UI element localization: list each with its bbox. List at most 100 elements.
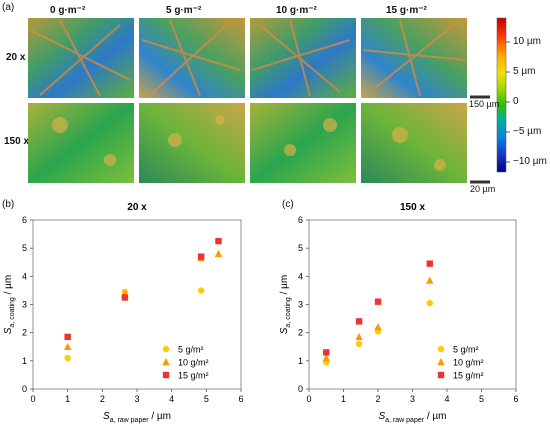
data-point-1-3 xyxy=(214,249,223,257)
legend-label-1: 10 g/m² xyxy=(178,358,209,368)
y-tick-label: 1 xyxy=(298,356,303,366)
data-point-1-0 xyxy=(63,342,72,350)
x-tick-label: 6 xyxy=(513,394,518,404)
colorbar xyxy=(496,17,507,173)
x-tick-label: 2 xyxy=(375,394,380,404)
x-axis-label: Sa, raw paper / µm xyxy=(103,411,171,424)
legend-marker-2 xyxy=(162,371,170,379)
data-point-1-0 xyxy=(322,354,330,362)
particle-texture-row2 xyxy=(52,115,446,171)
fibre-texture-row1 xyxy=(29,19,466,97)
y-axis-label-sub: a, coating xyxy=(285,297,292,327)
x-axis-label-sub: a, raw paper xyxy=(110,417,150,424)
data-point-0-1 xyxy=(355,340,363,348)
surface-image-grid xyxy=(28,17,510,184)
image-150x-15 xyxy=(361,103,467,183)
y-axis-label-main: S xyxy=(3,327,14,334)
data-point-1-1 xyxy=(355,332,363,341)
data-point-0-2 xyxy=(197,287,205,294)
data-point-1-3 xyxy=(426,276,434,284)
row-header-150x: 150 x xyxy=(4,136,30,147)
x-tick-label: 5 xyxy=(479,394,484,404)
column-header-3: 15 g·m⁻² xyxy=(386,5,427,16)
data-point-2-1 xyxy=(355,318,363,325)
chart-title: 20 x xyxy=(127,202,147,213)
x-tick-label: 6 xyxy=(238,394,243,404)
x-axis-label: Sa, raw paper / µm xyxy=(378,411,446,424)
plot-frame xyxy=(308,219,517,390)
colorbar-tick-minus5: −5 µm xyxy=(513,126,542,137)
colorbar-tick-0: 0 xyxy=(513,96,519,107)
y-axis-label-unit: / µm xyxy=(3,275,14,297)
plot-frame xyxy=(32,219,242,390)
legend-marker-1 xyxy=(437,358,445,366)
x-axis-label-unit: / µm xyxy=(424,411,446,422)
y-tick-label: 3 xyxy=(298,300,303,310)
data-point-0-0 xyxy=(64,354,71,362)
y-axis-label-main: S xyxy=(279,327,290,334)
x-tick-label: 3 xyxy=(134,394,139,404)
y-tick-label: 5 xyxy=(22,243,27,253)
scalebar-label-20um: 20 µm xyxy=(470,184,496,194)
row-header-20x: 20 x xyxy=(6,52,26,63)
y-tick-label: 0 xyxy=(298,384,303,394)
legend-label-0: 5 g/m² xyxy=(453,345,479,355)
x-tick-label: 2 xyxy=(100,394,105,404)
x-tick-label: 1 xyxy=(341,394,346,404)
y-tick-label: 2 xyxy=(22,328,27,338)
x-tick-label: 3 xyxy=(410,394,415,404)
x-tick-label: 4 xyxy=(444,394,449,404)
y-axis-label: Sa, coating / µm xyxy=(3,275,16,334)
colorbar-ticks xyxy=(506,41,510,163)
x-axis-label-sub: a, raw paper xyxy=(385,417,425,424)
data-point-2-3 xyxy=(426,260,433,267)
y-tick-label: 6 xyxy=(298,215,303,225)
y-tick-label: 2 xyxy=(298,328,303,338)
image-150x-5 xyxy=(139,103,245,183)
x-axis-label-main: S xyxy=(378,411,385,422)
x-tick-label: 4 xyxy=(169,394,174,404)
y-tick-label: 4 xyxy=(298,271,303,281)
chart-title: 150 x xyxy=(400,202,425,213)
y-axis-label-sub: a, coating xyxy=(9,297,16,327)
column-header-1: 5 g·m⁻² xyxy=(166,5,202,16)
y-axis-label-unit: / µm xyxy=(279,275,290,297)
x-tick-label: 0 xyxy=(306,394,311,404)
data-point-1-2 xyxy=(374,323,382,331)
panel-label-a: (a) xyxy=(2,2,15,13)
x-tick-label: 5 xyxy=(204,394,209,404)
legend-marker-2 xyxy=(437,371,445,379)
image-150x-10 xyxy=(250,103,356,183)
column-header-0: 0 g·m⁻² xyxy=(50,5,86,16)
y-tick-label: 1 xyxy=(22,356,27,366)
legend-marker-0 xyxy=(437,345,445,353)
y-tick-label: 6 xyxy=(22,215,27,225)
y-tick-label: 0 xyxy=(22,384,27,394)
data-point-0-3 xyxy=(426,299,433,307)
legend-label-2: 15 g/m² xyxy=(453,371,484,381)
colorbar-tick-5: 5 µm xyxy=(513,66,536,77)
legend-label-2: 15 g/m² xyxy=(178,371,209,381)
legend-label-1: 10 g/m² xyxy=(453,358,484,368)
legend-label-0: 5 g/m² xyxy=(178,345,204,355)
y-tick-label: 3 xyxy=(22,300,27,310)
legend-marker-1 xyxy=(162,358,170,366)
colorbar-tick-minus10: −10 µm xyxy=(513,156,547,167)
x-axis-label-unit: / µm xyxy=(149,411,171,422)
data-point-2-3 xyxy=(215,237,222,245)
data-point-2-0 xyxy=(64,333,71,341)
data-point-2-2 xyxy=(374,298,382,305)
x-tick-label: 0 xyxy=(30,394,35,404)
colorbar-tick-10: 10 µm xyxy=(513,36,541,47)
panel-label-c: (c) xyxy=(282,199,294,210)
y-tick-label: 5 xyxy=(298,243,303,253)
data-point-2-0 xyxy=(323,349,330,356)
data-point-2-2 xyxy=(197,253,205,260)
image-150x-0 xyxy=(28,103,134,183)
data-point-2-1 xyxy=(121,294,129,301)
panel-label-b: (b) xyxy=(2,199,15,210)
x-axis-label-main: S xyxy=(103,411,110,422)
column-header-2: 10 g·m⁻² xyxy=(276,5,317,16)
